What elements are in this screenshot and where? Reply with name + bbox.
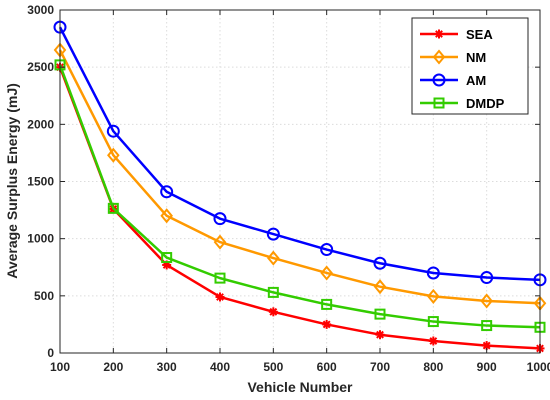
data-point-dmdp	[107, 202, 119, 214]
data-point-nm	[160, 208, 173, 224]
data-point-sea	[375, 330, 385, 340]
data-point-nm	[320, 265, 333, 281]
legend-label-am: AM	[466, 73, 486, 88]
series-nm	[53, 42, 547, 311]
series-line-dmdp	[58, 64, 541, 329]
data-point-am	[213, 212, 227, 226]
y-tick-label: 500	[34, 289, 54, 303]
y-tick-label: 2000	[27, 117, 54, 131]
data-point-am	[426, 266, 440, 280]
x-tick-label: 200	[103, 360, 123, 374]
data-point-am	[320, 243, 334, 257]
data-point-nm	[267, 250, 280, 266]
data-point-dmdp	[214, 272, 226, 284]
x-tick-label: 400	[210, 360, 230, 374]
data-point-sea	[268, 307, 278, 317]
legend-marker-nm	[432, 49, 446, 65]
y-tick-label: 1500	[27, 175, 54, 189]
legend-marker-dmdp	[433, 97, 445, 109]
x-axis-title: Vehicle Number	[247, 379, 353, 395]
y-tick-label: 3000	[27, 3, 54, 17]
y-tick-label: 1000	[27, 232, 54, 246]
series-dmdp	[54, 59, 546, 333]
x-tick-label: 300	[157, 360, 177, 374]
legend-item-am: AM	[420, 73, 486, 88]
y-tick-label: 2500	[27, 60, 54, 74]
axis-ticks: 100 200 300 400 500 600 700 800 900 1000 0 500 1000 1…	[27, 3, 550, 374]
data-point-nm	[107, 147, 120, 163]
data-point-nm	[480, 293, 493, 309]
data-point-dmdp	[267, 286, 279, 298]
data-point-am	[106, 124, 120, 138]
x-tick-label: 800	[423, 360, 443, 374]
x-tick-label: 700	[370, 360, 390, 374]
legend-label-sea: SEA	[466, 27, 493, 42]
data-point-dmdp	[374, 308, 386, 320]
legend-item-dmdp: DMDP	[420, 96, 505, 111]
data-point-sea	[215, 292, 225, 302]
data-point-am	[480, 271, 494, 285]
data-point-nm	[427, 288, 440, 304]
series-line-nm	[58, 49, 541, 305]
legend-marker-sea	[434, 29, 444, 39]
data-point-dmdp	[321, 298, 333, 310]
series-line-am	[58, 26, 541, 282]
legend-item-sea: SEA	[420, 27, 493, 42]
data-point-am	[266, 227, 280, 241]
data-point-sea	[322, 319, 332, 329]
x-tick-label: 500	[263, 360, 283, 374]
x-tick-label: 900	[477, 360, 497, 374]
data-point-nm	[213, 234, 227, 250]
data-point-dmdp	[481, 320, 493, 332]
legend-item-nm: NM	[420, 49, 486, 65]
y-tick-label: 0	[47, 346, 54, 360]
legend-label-dmdp: DMDP	[466, 96, 505, 111]
data-point-nm	[373, 279, 387, 295]
data-point-sea	[428, 336, 438, 346]
x-tick-label: 1000	[527, 360, 550, 374]
data-point-dmdp	[161, 252, 173, 264]
data-point-dmdp	[427, 316, 439, 328]
data-point-am	[373, 256, 387, 270]
x-tick-label: 600	[317, 360, 337, 374]
data-point-am	[160, 185, 174, 199]
legend-marker-am	[432, 73, 446, 87]
x-tick-label: 100	[50, 360, 70, 374]
series-line-sea	[58, 66, 541, 350]
y-axis-title: Average Surplus Energy (mJ)	[4, 83, 20, 279]
legend: SEA NM AM DMDP	[411, 17, 529, 115]
legend-label-nm: NM	[466, 50, 486, 65]
